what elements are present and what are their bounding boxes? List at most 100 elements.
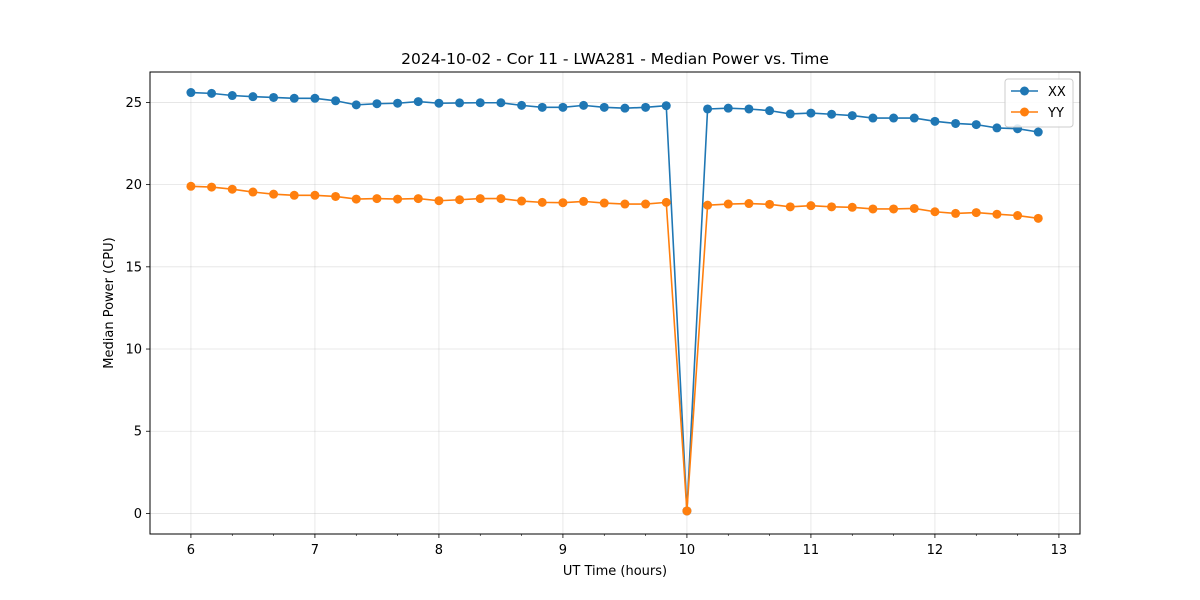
data-point-yy <box>413 194 423 204</box>
data-point-yy <box>909 203 919 213</box>
data-point-yy <box>723 199 733 209</box>
data-point-xx <box>992 123 1002 133</box>
data-point-yy <box>744 199 754 209</box>
data-point-yy <box>351 194 361 204</box>
data-point-xx <box>909 113 919 123</box>
data-point-yy <box>537 197 547 207</box>
legend-marker-yy <box>1020 107 1029 117</box>
legend-label-yy: YY <box>1047 106 1064 121</box>
data-point-yy <box>372 194 382 204</box>
data-point-xx <box>351 100 361 110</box>
data-point-yy <box>847 202 857 212</box>
x-tick-label: 6 <box>187 543 195 558</box>
data-point-xx <box>620 103 630 113</box>
data-point-yy <box>599 198 609 208</box>
x-tick-label: 11 <box>803 543 820 558</box>
data-point-xx <box>558 102 568 112</box>
data-point-yy <box>868 204 878 214</box>
data-point-xx <box>331 96 341 106</box>
data-point-xx <box>930 116 940 126</box>
data-point-xx <box>806 108 816 118</box>
chart-title: 2024-10-02 - Cor 11 - LWA281 - Median Po… <box>401 50 829 68</box>
data-point-yy <box>310 190 320 200</box>
y-tick-label: 0 <box>134 507 142 522</box>
legend: XX YY <box>1004 78 1074 128</box>
data-point-xx <box>951 118 961 128</box>
data-point-yy <box>1033 213 1043 223</box>
data-point-yy <box>1013 211 1023 221</box>
data-point-xx <box>1033 127 1043 137</box>
data-point-yy <box>207 182 217 192</box>
data-point-yy <box>227 184 237 194</box>
data-point-xx <box>537 102 547 112</box>
legend-label-xx: XX <box>1048 85 1066 100</box>
data-point-xx <box>496 98 506 108</box>
y-tick-label: 20 <box>125 178 142 193</box>
legend-marker-xx <box>1020 86 1029 96</box>
data-point-yy <box>496 194 506 204</box>
data-point-xx <box>434 98 444 108</box>
data-point-yy <box>827 202 837 212</box>
series-layer <box>186 88 1043 516</box>
data-point-xx <box>289 93 299 103</box>
data-point-xx <box>186 88 196 98</box>
data-point-xx <box>393 98 403 108</box>
data-point-xx <box>269 92 279 102</box>
y-tick-label: 10 <box>125 343 142 358</box>
data-point-yy <box>331 191 341 201</box>
data-point-yy <box>269 189 279 199</box>
data-point-yy <box>661 197 671 207</box>
data-point-xx <box>723 103 733 113</box>
data-point-yy <box>806 201 816 211</box>
data-point-yy <box>434 196 444 206</box>
y-tick-label: 25 <box>125 96 142 111</box>
data-point-yy <box>992 209 1002 219</box>
x-tick-label: 12 <box>927 543 944 558</box>
data-point-yy <box>455 195 465 205</box>
data-point-xx <box>455 98 465 108</box>
data-point-yy <box>682 506 692 516</box>
data-point-yy <box>475 194 485 204</box>
data-point-xx <box>413 97 423 107</box>
x-tick-label: 9 <box>559 543 567 558</box>
data-point-xx <box>889 113 899 123</box>
y-tick-label: 5 <box>134 425 142 440</box>
ticks: 6 7 8 9 10 11 12 13 0 5 10 15 20 25 <box>125 96 1067 558</box>
data-point-xx <box>744 104 754 114</box>
x-tick-label: 7 <box>311 543 319 558</box>
data-point-xx <box>703 104 713 114</box>
data-point-xx <box>971 120 981 130</box>
x-tick-label: 8 <box>435 543 443 558</box>
data-point-yy <box>971 208 981 218</box>
x-axis-label: UT Time (hours) <box>563 564 667 579</box>
data-point-yy <box>289 190 299 200</box>
data-point-yy <box>620 199 630 209</box>
data-point-yy <box>248 187 258 197</box>
data-point-yy <box>517 196 527 206</box>
data-point-yy <box>765 199 775 209</box>
data-point-xx <box>227 91 237 101</box>
legend-entry-xx: XX <box>1011 85 1066 100</box>
data-point-xx <box>599 102 609 112</box>
data-point-yy <box>930 207 940 217</box>
data-point-xx <box>207 88 217 98</box>
data-point-yy <box>641 199 651 209</box>
data-point-xx <box>475 98 485 108</box>
data-point-xx <box>248 92 258 102</box>
data-point-xx <box>847 111 857 121</box>
x-tick-label: 13 <box>1051 543 1068 558</box>
data-point-xx <box>517 100 527 110</box>
data-point-yy <box>785 202 795 212</box>
data-point-xx <box>579 100 589 110</box>
data-point-xx <box>827 109 837 119</box>
data-point-xx <box>310 93 320 103</box>
y-axis-label: Median Power (CPU) <box>102 237 117 368</box>
x-tick-label: 10 <box>679 543 696 558</box>
series-xx <box>186 88 1043 516</box>
data-point-xx <box>868 113 878 123</box>
plot-frame <box>149 71 1081 535</box>
grid <box>150 72 1080 534</box>
y-tick-label: 15 <box>125 260 142 275</box>
